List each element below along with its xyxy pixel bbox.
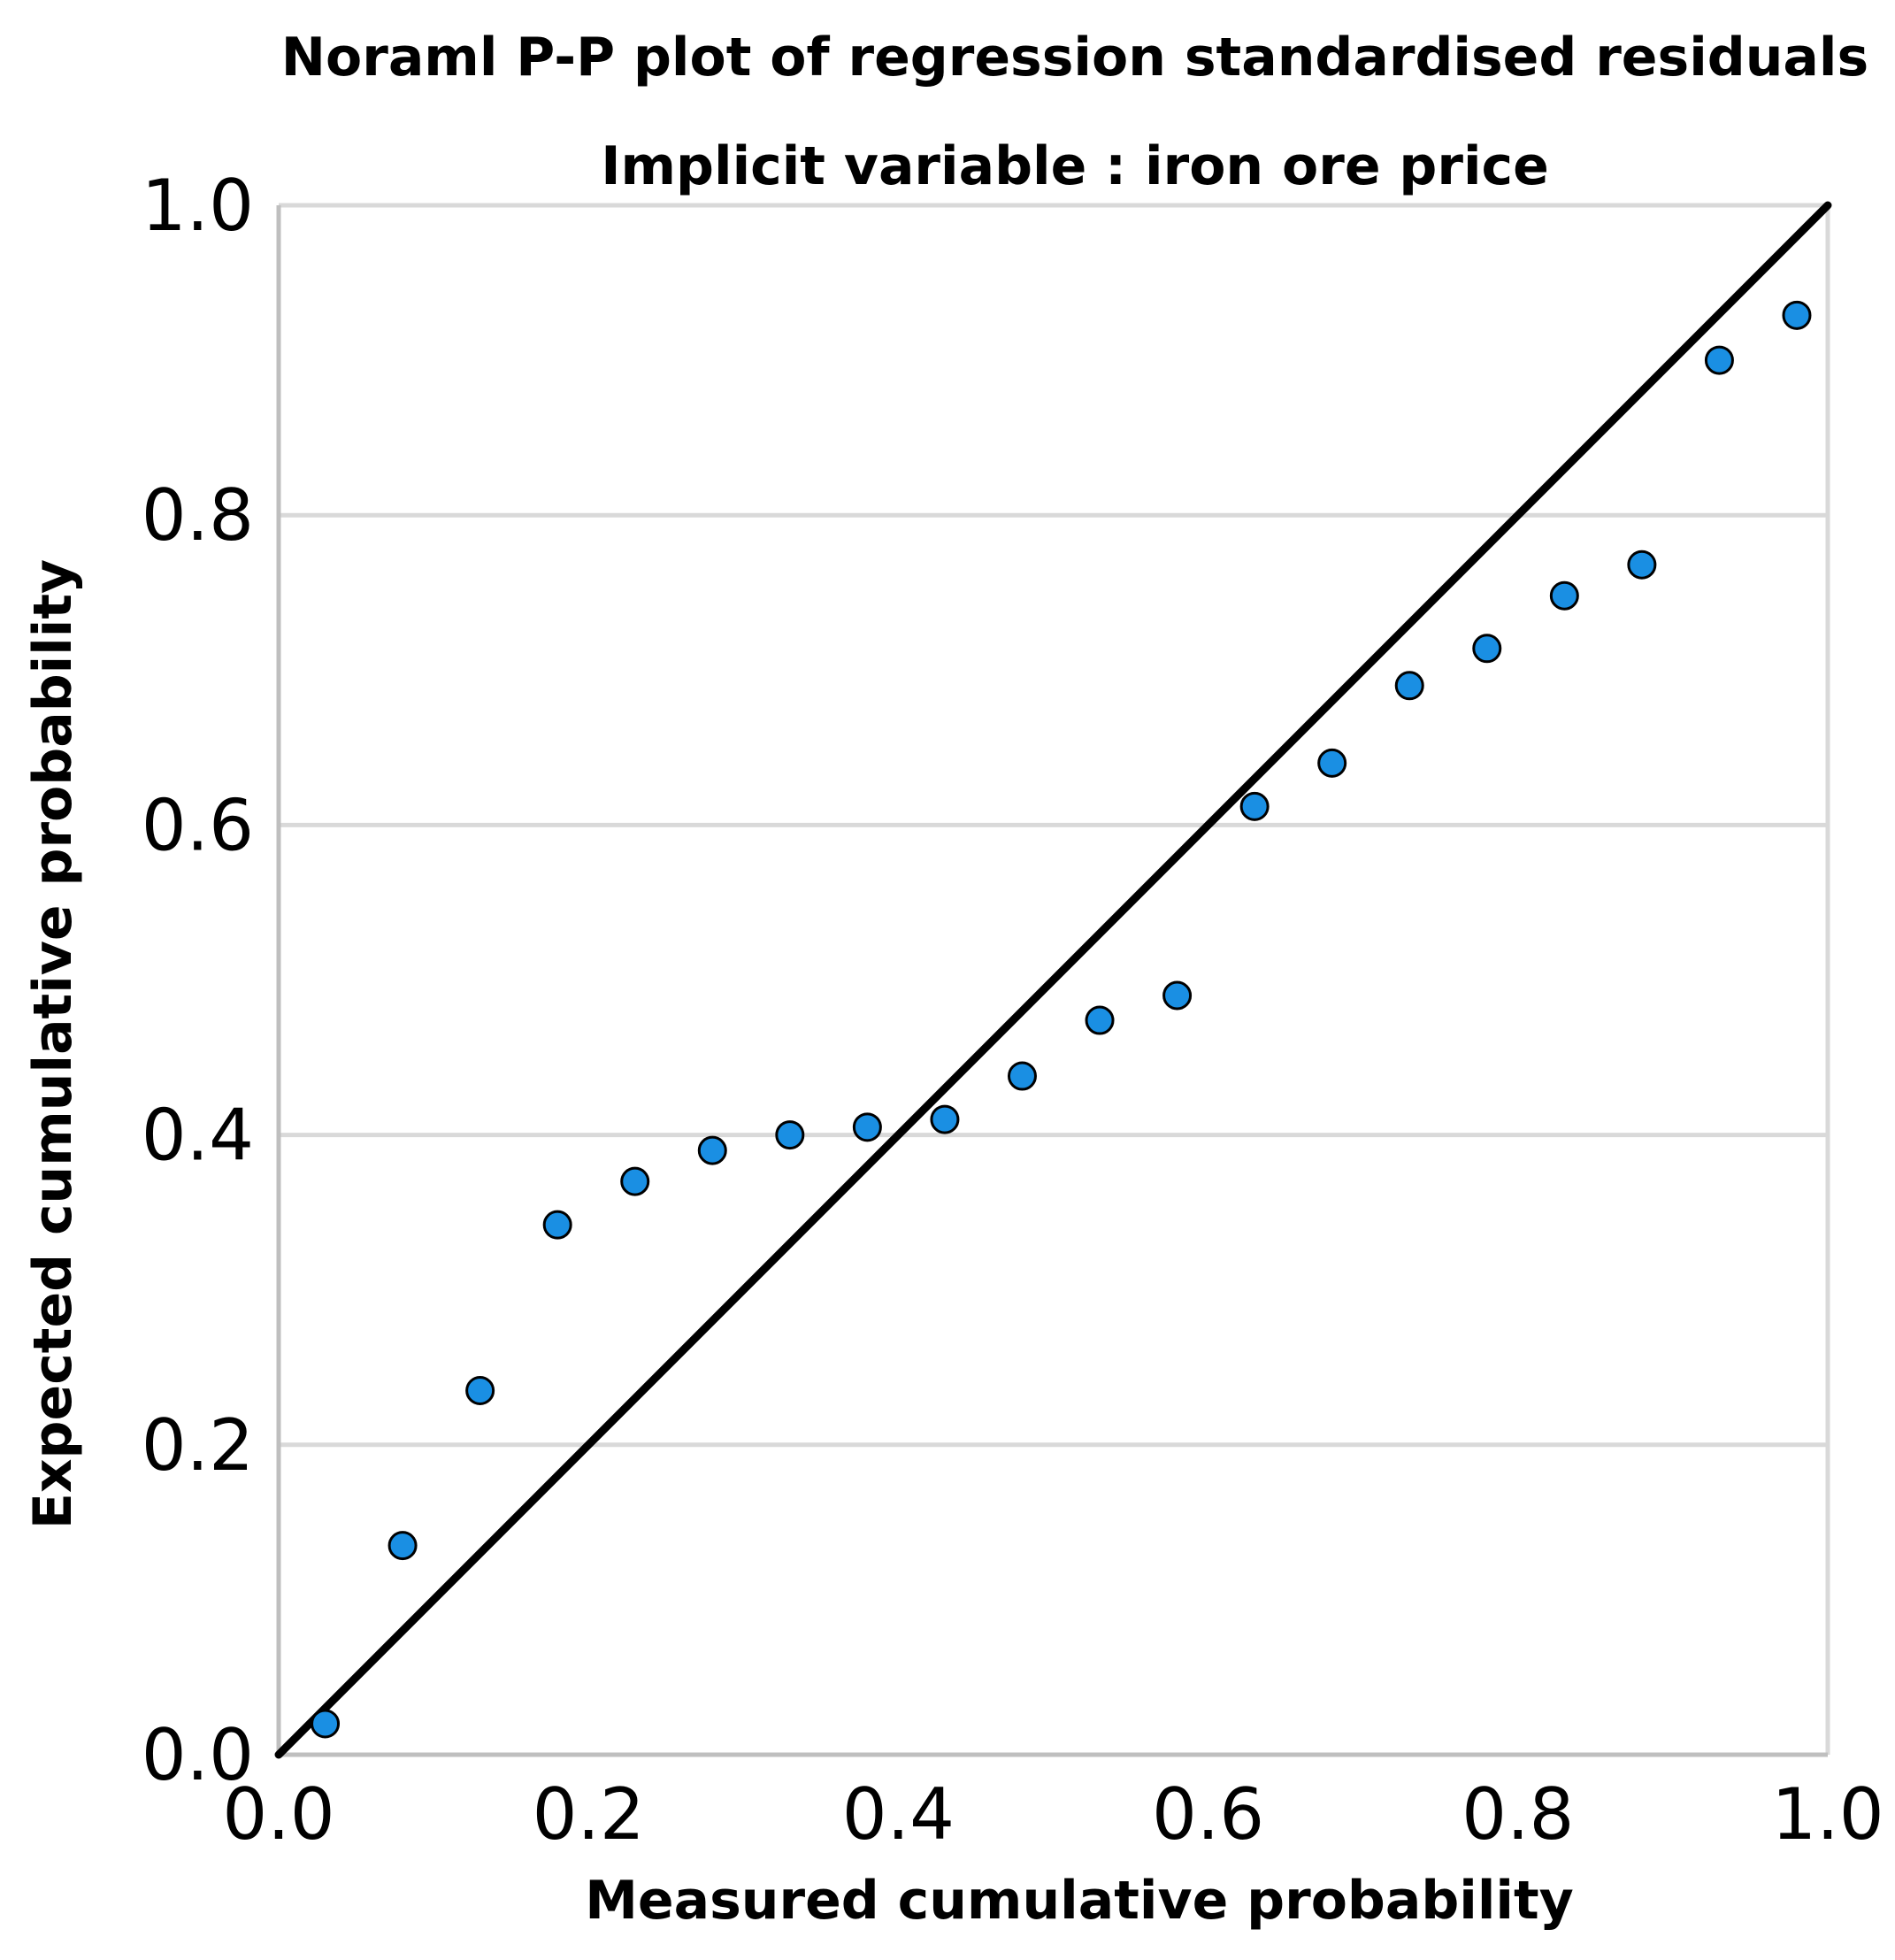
y-tick-label: 0.6	[142, 784, 254, 866]
data-point	[930, 1104, 960, 1134]
x-tick-label: 0.6	[1152, 1773, 1264, 1856]
reference-line	[274, 201, 1832, 1759]
grid-layer	[279, 512, 1828, 1448]
tick-labels-layer: 0.0 0.2 0.4 0.6 0.8 1.0 0.0 0.2 0.4 0.6 0.8 1.0	[142, 165, 1884, 1856]
data-point	[1085, 1005, 1115, 1035]
data-point	[1782, 300, 1812, 330]
x-axis-label: Measured cumulative probability	[585, 1870, 1574, 1932]
data-point	[1239, 791, 1270, 821]
y-tick-label: 0.4	[142, 1095, 254, 1177]
data-point	[1394, 671, 1424, 701]
data-point	[1472, 634, 1502, 664]
data-point	[542, 1210, 572, 1240]
chart-title: Noraml P-P plot of regression standardis…	[281, 27, 1868, 88]
data-point	[1627, 550, 1657, 580]
y-tick-label: 1.0	[142, 165, 254, 247]
x-tick-label: 0.4	[842, 1773, 955, 1856]
reference-line-layer	[274, 201, 1832, 1759]
data-point	[1704, 345, 1734, 375]
data-point	[311, 1709, 341, 1739]
y-tick-label: 0.2	[142, 1404, 254, 1487]
data-point	[697, 1135, 727, 1165]
data-point	[465, 1376, 495, 1406]
y-tick-label: 0.0	[142, 1714, 254, 1796]
data-point	[1317, 748, 1347, 778]
data-point	[1549, 580, 1579, 611]
data-point	[1162, 980, 1193, 1011]
data-point	[852, 1112, 882, 1142]
data-point	[775, 1120, 805, 1150]
data-point	[387, 1531, 418, 1561]
points-layer	[311, 300, 1812, 1739]
axes-layer	[276, 203, 1830, 1757]
data-point	[620, 1166, 650, 1196]
x-tick-label: 0.0	[222, 1773, 334, 1856]
x-tick-label: 1.0	[1771, 1773, 1883, 1856]
x-tick-label: 0.2	[533, 1773, 645, 1856]
y-axis-label: Expected cumulative probability	[22, 559, 84, 1529]
x-tick-label: 0.8	[1462, 1773, 1574, 1856]
data-point	[1007, 1061, 1037, 1091]
y-tick-label: 0.8	[142, 474, 254, 557]
chart-subtitle: Implicit variable : iron ore price	[601, 135, 1549, 197]
